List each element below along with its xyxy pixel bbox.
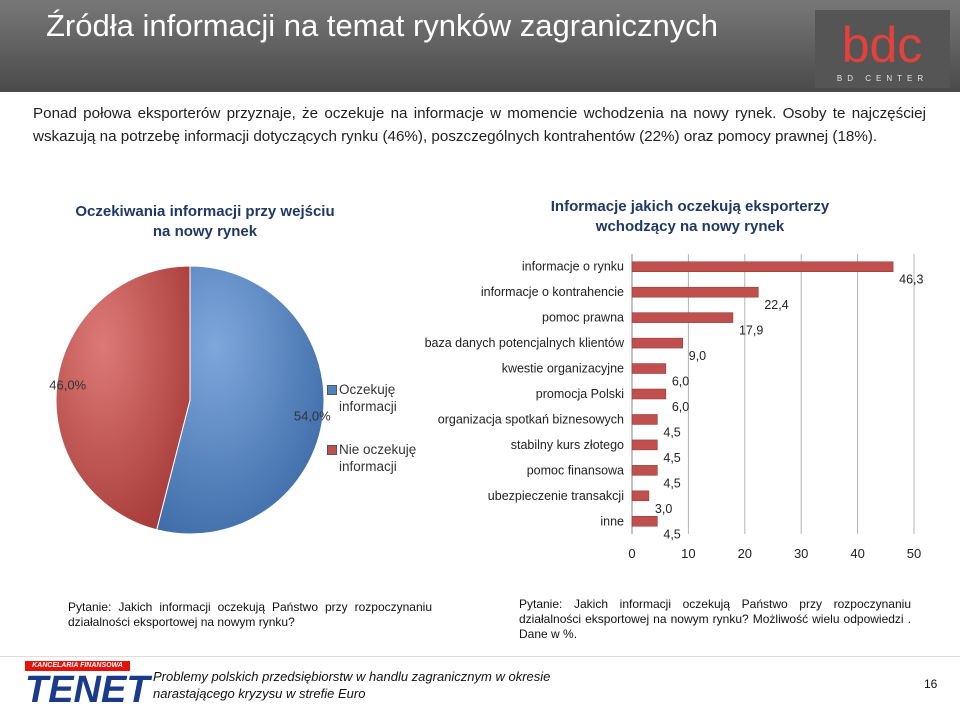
category-label: stabilny kurs złotego xyxy=(511,438,624,452)
question-left: Pytanie: Jakich informacji oczekują Pańs… xyxy=(68,600,432,629)
bar-value-label: 46,3 xyxy=(899,273,923,287)
category-label: informacje o rynku xyxy=(522,260,624,274)
category-label: informacje o kontrahencie xyxy=(481,285,624,299)
bar xyxy=(631,439,658,451)
bar-value-label: 6,0 xyxy=(672,375,689,389)
bar-value-label: 4,5 xyxy=(663,476,680,490)
bar xyxy=(631,261,894,272)
legend-item-expect: Oczekuję informacji xyxy=(327,381,416,417)
pie-chart-title: Oczekiwania informacji przy wejściu na n… xyxy=(40,202,370,242)
logo-subtitle: BD CENTER xyxy=(836,74,929,83)
pie-legend: Oczekuję informacji Nie oczekuję informa… xyxy=(327,381,416,475)
bar xyxy=(631,286,759,298)
category-label: pomoc finansowa xyxy=(527,463,624,477)
legend-label-line: informacji xyxy=(339,399,397,414)
category-label: inne xyxy=(600,514,624,528)
legend-label-line: Oczekuję xyxy=(339,382,396,397)
pie-slice-0 xyxy=(156,265,325,535)
bar-value-label: 4,5 xyxy=(663,527,680,541)
legend-swatch-red xyxy=(327,445,337,455)
pie-slice-1 xyxy=(55,265,191,531)
bdc-logo-mark: bdc xyxy=(842,17,923,73)
category-label: pomoc prawna xyxy=(542,311,624,325)
pie-title-line-2: na nowy rynek xyxy=(152,223,258,240)
category-label: ubezpieczenie transakcji xyxy=(488,489,624,503)
bar-value-label: 6,0 xyxy=(672,400,689,414)
legend-label-line: informacji xyxy=(339,459,397,474)
pie-chart: 54,0% 46,0% xyxy=(49,265,331,535)
bar xyxy=(631,312,734,323)
bar xyxy=(631,363,667,374)
x-tick-label: 20 xyxy=(738,546,752,561)
bar-title-line-1: Informacje jakich oczekują eksporterzy xyxy=(550,198,830,215)
bar-value-label: 9,0 xyxy=(689,349,706,363)
tenet-logo-caption: KANCELARIA FINANSOWA xyxy=(25,661,130,671)
footer-text-line-1: Problemy polskich przedsiębiorstw w hand… xyxy=(153,669,551,684)
bar-value-label: 4,5 xyxy=(663,451,680,465)
footer-text: Problemy polskich przedsiębiorstw w hand… xyxy=(153,668,550,702)
category-label: kwestie organizacyjne xyxy=(502,362,624,376)
bar xyxy=(631,337,684,349)
category-label: organizacja spotkań biznesowych xyxy=(438,412,624,426)
svg-text:bdc: bdc xyxy=(842,17,923,73)
bar-value-label: 17,9 xyxy=(739,324,763,338)
category-label: promocja Polski xyxy=(536,387,624,401)
intro-paragraph: Ponad połowa eksporterów przyznaje, że o… xyxy=(33,105,926,145)
x-tick-label: 10 xyxy=(681,546,695,561)
legend-item-not-expect: Nie oczekuję informacji xyxy=(327,441,416,475)
bar xyxy=(631,465,658,476)
bar xyxy=(631,414,658,425)
bd-center-logo: bdc BD CENTER xyxy=(815,10,950,88)
bar-value-label: 22,4 xyxy=(764,298,788,312)
pie-slice-label: 54,0% xyxy=(294,408,331,423)
question-right: Pytanie: Jakich informacji oczekują Pańs… xyxy=(519,597,911,641)
bar-value-label: 4,5 xyxy=(663,425,680,439)
bar-value-label: 3,0 xyxy=(655,502,672,516)
legend-label-line: Nie oczekuję xyxy=(339,442,417,457)
x-tick-label: 30 xyxy=(794,546,808,561)
category-label: baza danych potencjalnych klientów xyxy=(425,336,625,350)
footer-text-line-2: narastającego kryzysu w strefie Euro xyxy=(153,686,366,701)
header-bar: Źródła informacji na temat rynków zagran… xyxy=(0,0,960,92)
x-tick-label: 50 xyxy=(907,546,921,561)
page-number: 16 xyxy=(924,677,938,691)
footer-divider xyxy=(0,656,960,657)
bar xyxy=(631,516,658,527)
bar-title-line-2: wchodzący na nowy rynek xyxy=(595,218,785,235)
pie-title-line-1: Oczekiwania informacji przy wejściu xyxy=(75,203,335,220)
bar xyxy=(631,388,667,400)
x-tick-label: 0 xyxy=(628,546,635,561)
bar xyxy=(631,490,650,502)
tenet-logo: KANCELARIA FINANSOWA TENET xyxy=(25,661,150,711)
x-tick-label: 40 xyxy=(850,546,864,561)
legend-swatch-blue xyxy=(327,385,337,395)
pie-slice-label: 46,0% xyxy=(49,378,86,393)
bar-chart-title: Informacje jakich oczekują eksporterzy w… xyxy=(500,197,880,237)
slide-title: Źródła informacji na temat rynków zagran… xyxy=(46,8,718,43)
tenet-logo-word: TENET xyxy=(25,669,150,711)
